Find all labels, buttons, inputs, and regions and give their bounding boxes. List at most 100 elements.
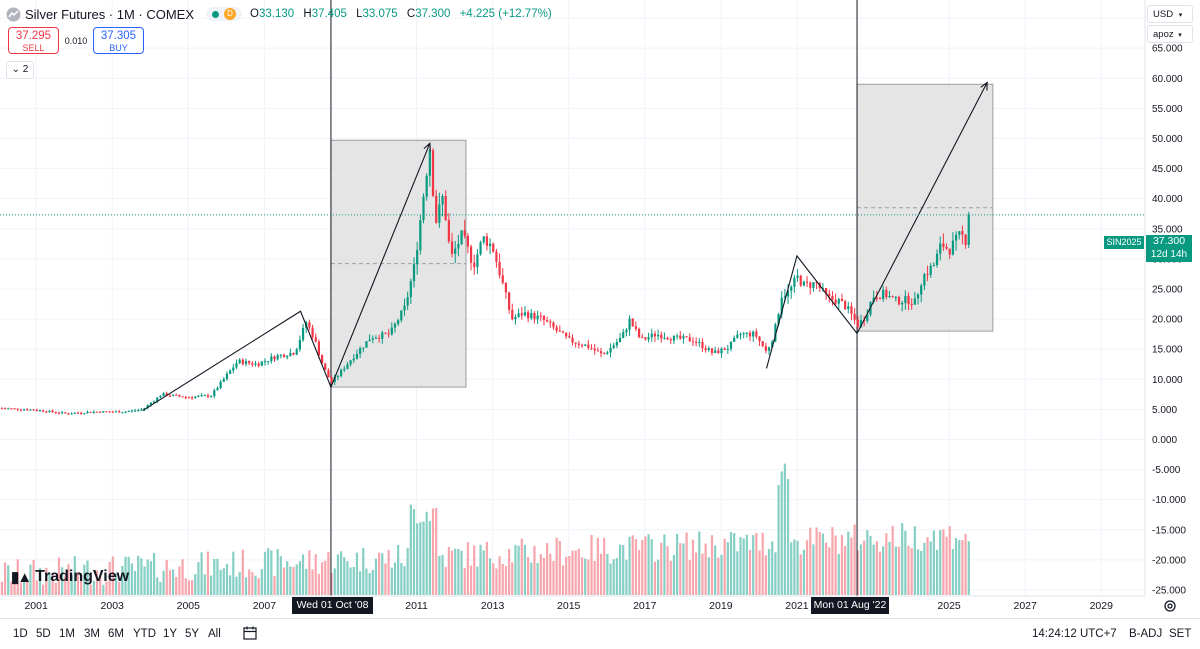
candle-body xyxy=(647,337,650,340)
candle-body xyxy=(95,411,99,413)
volume-bar xyxy=(625,559,628,595)
ohlc-values: O33.130 H37.405 L33.075 C37.300 +4.225 (… xyxy=(250,8,555,20)
price-chart[interactable]: 70.00065.00060.00055.00050.00045.00040.0… xyxy=(0,0,1200,618)
volume-bars xyxy=(0,463,970,595)
scale-mode-select[interactable]: apoz ▾ xyxy=(1147,25,1193,43)
timeframe-ytd[interactable]: YTD xyxy=(133,628,156,640)
candle-body xyxy=(764,346,767,351)
volume-bar xyxy=(29,564,32,595)
volume-bar xyxy=(558,540,561,595)
timeframe-3m[interactable]: 3M xyxy=(84,628,100,640)
volume-bar xyxy=(241,549,244,595)
timeframe-all[interactable]: All xyxy=(208,628,221,640)
volume-bar xyxy=(561,565,565,595)
volume-bar xyxy=(289,566,292,595)
volume-bar xyxy=(504,566,508,595)
volume-bar xyxy=(612,559,615,595)
volume-bar xyxy=(780,471,783,595)
candle-body xyxy=(628,318,631,330)
candle-body xyxy=(929,265,932,275)
time-tick-label: 2011 xyxy=(405,600,428,612)
volume-bar xyxy=(603,537,606,595)
candle-body xyxy=(450,241,454,254)
candle-body xyxy=(555,327,558,331)
candle-body xyxy=(590,347,593,349)
candle-body xyxy=(137,409,140,411)
volume-bar xyxy=(584,558,587,595)
volume-bar xyxy=(542,557,546,595)
candle-body xyxy=(539,315,542,317)
volume-bar xyxy=(0,581,4,595)
candle-body xyxy=(799,275,802,286)
symbol-title[interactable]: Silver Futures · 1M · COMEX xyxy=(25,6,195,22)
candle-body xyxy=(3,408,7,410)
volume-bar xyxy=(647,534,650,595)
candle-body xyxy=(527,312,530,319)
volume-bar xyxy=(945,536,948,595)
candle-body xyxy=(504,282,508,293)
volume-bar xyxy=(194,574,197,595)
delayed-badge: D xyxy=(224,8,237,20)
candle-body xyxy=(346,364,349,369)
timeframe-1m[interactable]: 1M xyxy=(59,628,75,640)
volume-bar xyxy=(317,573,321,595)
candle-body xyxy=(400,310,403,321)
currency-select[interactable]: USD ▾ xyxy=(1147,5,1193,23)
volume-bar xyxy=(812,544,815,595)
volume-bar xyxy=(767,548,771,595)
volume-bar xyxy=(641,539,644,595)
candle-body xyxy=(257,363,260,366)
candle-body xyxy=(901,302,904,305)
volume-bar xyxy=(533,545,536,595)
volume-bar xyxy=(637,549,641,595)
timeframe-1y[interactable]: 1Y xyxy=(163,628,178,640)
timeframe-6m[interactable]: 6M xyxy=(108,628,124,640)
volume-bar xyxy=(495,568,498,595)
volume-bar xyxy=(752,535,755,595)
candle-body xyxy=(942,243,945,247)
candle-body xyxy=(488,243,492,246)
candle-body xyxy=(184,397,187,399)
adjustment-toggle[interactable]: B-ADJ xyxy=(1129,628,1163,640)
candle-body xyxy=(653,333,657,337)
volume-bar xyxy=(346,561,349,595)
candle-body xyxy=(171,394,175,396)
volume-bar xyxy=(54,582,57,595)
candle-body xyxy=(190,397,194,399)
volume-bar xyxy=(571,550,574,595)
price-tick-label: 35.000 xyxy=(1152,224,1183,235)
candle-body xyxy=(552,322,555,328)
volume-bar xyxy=(232,551,235,595)
volume-bar xyxy=(67,564,70,595)
volume-bar xyxy=(378,552,381,595)
time-tick-label: 2019 xyxy=(709,600,733,612)
candle-body xyxy=(339,369,343,377)
session-toggle[interactable]: SET xyxy=(1169,628,1192,640)
scale-mode-label: apoz xyxy=(1153,29,1174,40)
candle-body xyxy=(726,348,729,350)
volume-bar xyxy=(374,558,378,595)
volume-bar xyxy=(742,538,745,595)
volume-bar xyxy=(324,560,327,595)
candle-body xyxy=(571,337,574,343)
volume-bar xyxy=(837,553,840,595)
candle-body xyxy=(156,397,159,402)
timeframe-5d[interactable]: 5D xyxy=(36,628,51,640)
gear-icon[interactable] xyxy=(1163,599,1177,613)
timeframe-1d[interactable]: 1D xyxy=(13,628,28,640)
clock[interactable]: 14:24:12 UTC+7 xyxy=(1032,628,1117,640)
candle-body xyxy=(143,407,146,410)
candle-body xyxy=(403,305,406,311)
candle-body xyxy=(206,395,210,397)
candle-body xyxy=(152,401,156,403)
buy-button[interactable]: 37.305 BUY xyxy=(93,27,144,54)
market-status[interactable]: D xyxy=(206,7,243,21)
legend-toggle-button[interactable]: ⌄ 2 xyxy=(6,61,34,79)
candle-body xyxy=(745,332,748,334)
timeframe-5y[interactable]: 5Y xyxy=(185,628,200,640)
candle-body xyxy=(701,341,704,349)
calendar-icon[interactable] xyxy=(242,625,258,641)
sell-button[interactable]: 37.295 SELL xyxy=(8,27,59,54)
volume-bar xyxy=(539,554,542,595)
price-tick-label: -5.000 xyxy=(1152,465,1181,476)
